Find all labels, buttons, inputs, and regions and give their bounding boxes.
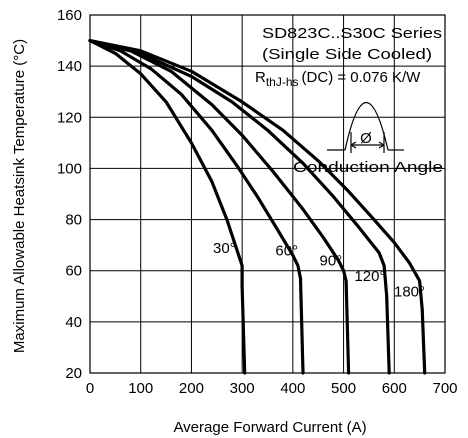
y-tick-label: 120 [57, 109, 82, 126]
x-axis-title: Average Forward Current (A) [173, 419, 366, 436]
series-line-120deg [88, 39, 391, 375]
rth-main: R [255, 69, 266, 86]
y-tick-label: 100 [57, 160, 82, 177]
y-tick-label: 40 [65, 314, 82, 331]
x-tick-label: 100 [128, 380, 153, 397]
conduction-angle-icon [327, 102, 404, 153]
curve-label: 30° [213, 240, 236, 257]
series-line-60deg [88, 39, 305, 375]
tick-labels: 0 100 200 300 400 500 600 700 20 40 60 80 100 120 140 1… [57, 7, 458, 397]
cooling-note: (Single Side Cooled) [262, 46, 432, 63]
x-tick-label: 500 [331, 380, 356, 397]
curve-label: 90° [320, 253, 343, 270]
series-title: SD823C..S30C Series [262, 25, 442, 42]
series-line-180deg [88, 39, 427, 375]
x-tick-label: 600 [382, 380, 407, 397]
phi-symbol: Ø [360, 130, 372, 147]
grid [89, 14, 446, 374]
x-tick-label: 700 [432, 380, 457, 397]
x-tick-label: 0 [86, 380, 94, 397]
curve-label: 180° [394, 283, 425, 300]
curve-labels: 30° 60° 90° 120° 180° [213, 240, 425, 300]
x-tick-label: 300 [230, 380, 255, 397]
x-tick-label: 200 [179, 380, 204, 397]
y-tick-label: 20 [65, 365, 82, 382]
y-tick-label: 160 [57, 7, 82, 24]
curve-label: 120° [354, 268, 385, 285]
x-tick-label: 400 [280, 380, 305, 397]
conduction-angle-label: Conduction Angle [293, 159, 443, 176]
series-lines [88, 39, 427, 375]
rth-value: (DC) = 0.076 K/W [302, 69, 422, 86]
series-line-30deg [88, 39, 247, 375]
y-tick-label: 60 [65, 263, 82, 280]
rth-subscript: thJ-hs [266, 75, 299, 89]
y-axis-title: Maximum Allowable Heatsink Temperature (… [11, 39, 28, 353]
annotation-box: SD823C..S30C Series (Single Side Cooled)… [255, 25, 443, 176]
y-tick-label: 80 [65, 212, 82, 229]
thermal-resistance: RthJ-hs (DC) = 0.076 K/W [255, 69, 421, 89]
series-line-90deg [88, 39, 351, 375]
curve-label: 60° [275, 242, 298, 259]
plot-frame [89, 14, 446, 374]
y-tick-label: 140 [57, 58, 82, 75]
